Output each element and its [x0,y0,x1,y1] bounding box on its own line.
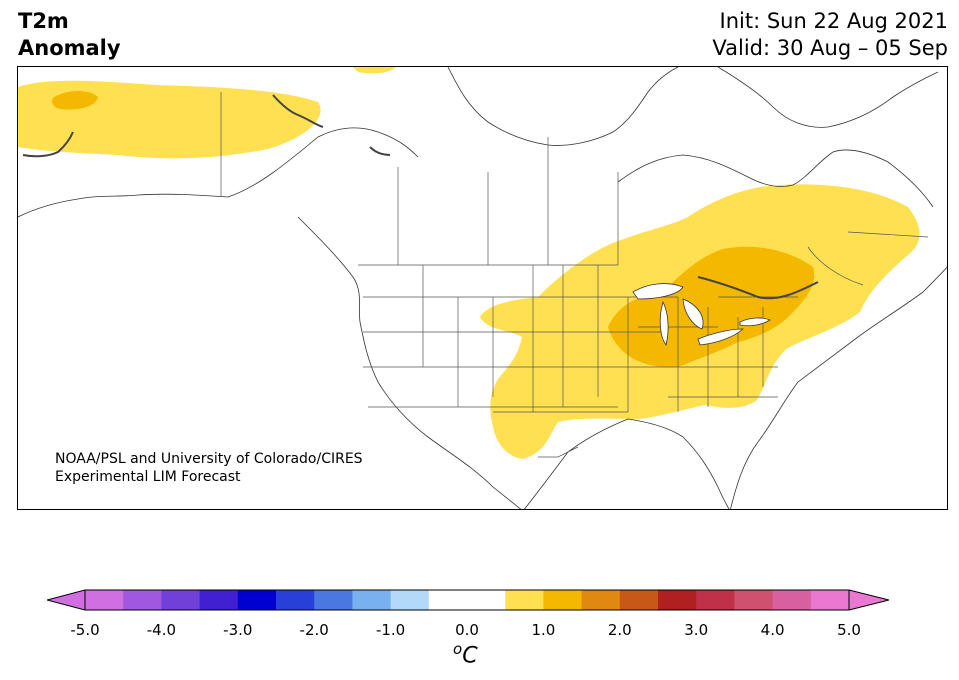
colorbar-segment [619,590,659,610]
lake-huron [682,298,704,330]
title-variable: T2m [18,9,69,33]
colorbar-segment [696,590,735,610]
colorbar-segment [467,590,506,610]
colorbar-segment [85,590,124,610]
colorbar-segments [85,590,850,610]
colorbar-tick-label: 5.0 [837,621,861,639]
anomaly-map [17,66,948,510]
colorbar-segment [199,590,239,610]
colorbar-segment [581,590,621,610]
colorbar-right-extend [849,590,889,610]
colorbar-left-extend [47,590,85,610]
north-cap-anomaly [353,67,396,74]
forecast-credit: NOAA/PSL and University of Colorado/CIRE… [55,450,363,486]
colorbar-segment [543,590,583,610]
unit-celsius: C [462,643,478,669]
map-title: T2m Anomaly [18,8,121,62]
forecast-dates: Init: Sun 22 Aug 2021 Valid: 30 Aug – 05… [712,8,948,62]
colorbar-tick-label: -3.0 [223,621,253,639]
colorbar-segment [352,590,392,610]
colorbar-segment [734,590,774,610]
colorbar-segment [772,590,812,610]
colorbar-segment [428,590,468,610]
colorbar-ticks: -5.0 -4.0 -3.0 -2.0 -1.0 0.0 1.0 2.0 3.0 4.0 5.0 [0,621,959,641]
colorbar-segment [314,590,353,610]
lake-ontario [739,317,771,327]
colorbar-tick-label: -2.0 [299,621,329,639]
title-type: Anomaly [18,36,121,60]
colorbar [47,589,889,611]
colorbar-segment [276,590,315,610]
alaska-warm-core [52,91,98,110]
colorbar-tick-label: 0.0 [455,621,479,639]
colorbar-tick-label: -5.0 [70,621,100,639]
credit-line-2: Experimental LIM Forecast [55,469,241,485]
credit-line-1: NOAA/PSL and University of Colorado/CIRE… [55,451,363,467]
colorbar-tick-label: -1.0 [375,621,406,639]
lake-superior [632,283,684,300]
valid-range: Valid: 30 Aug – 05 Sep [712,36,948,60]
great-lakes-warm-core [608,246,815,368]
colorbar-tick-label: 3.0 [684,621,709,639]
colorbar-tick-label: 1.0 [531,621,556,639]
lake-erie [697,328,745,346]
init-date: Init: Sun 22 Aug 2021 [719,9,948,33]
colorbar-segment [237,590,277,610]
colorbar-segment [658,590,697,610]
colorbar-unit: oC [453,640,478,668]
colorbar-tick-label: 4.0 [760,621,785,639]
colorbar-segment [123,590,162,610]
map-canvas [18,67,947,509]
colorbar-segment [505,590,544,610]
colorbar-tick-label: 2.0 [607,621,632,639]
colorbar-segment [810,590,850,610]
colorbar-segment [390,590,430,610]
unit-degree: o [453,640,463,658]
colorbar-segment [161,590,201,610]
lake-michigan [659,300,669,346]
colorbar-tick-label: -4.0 [146,621,177,639]
